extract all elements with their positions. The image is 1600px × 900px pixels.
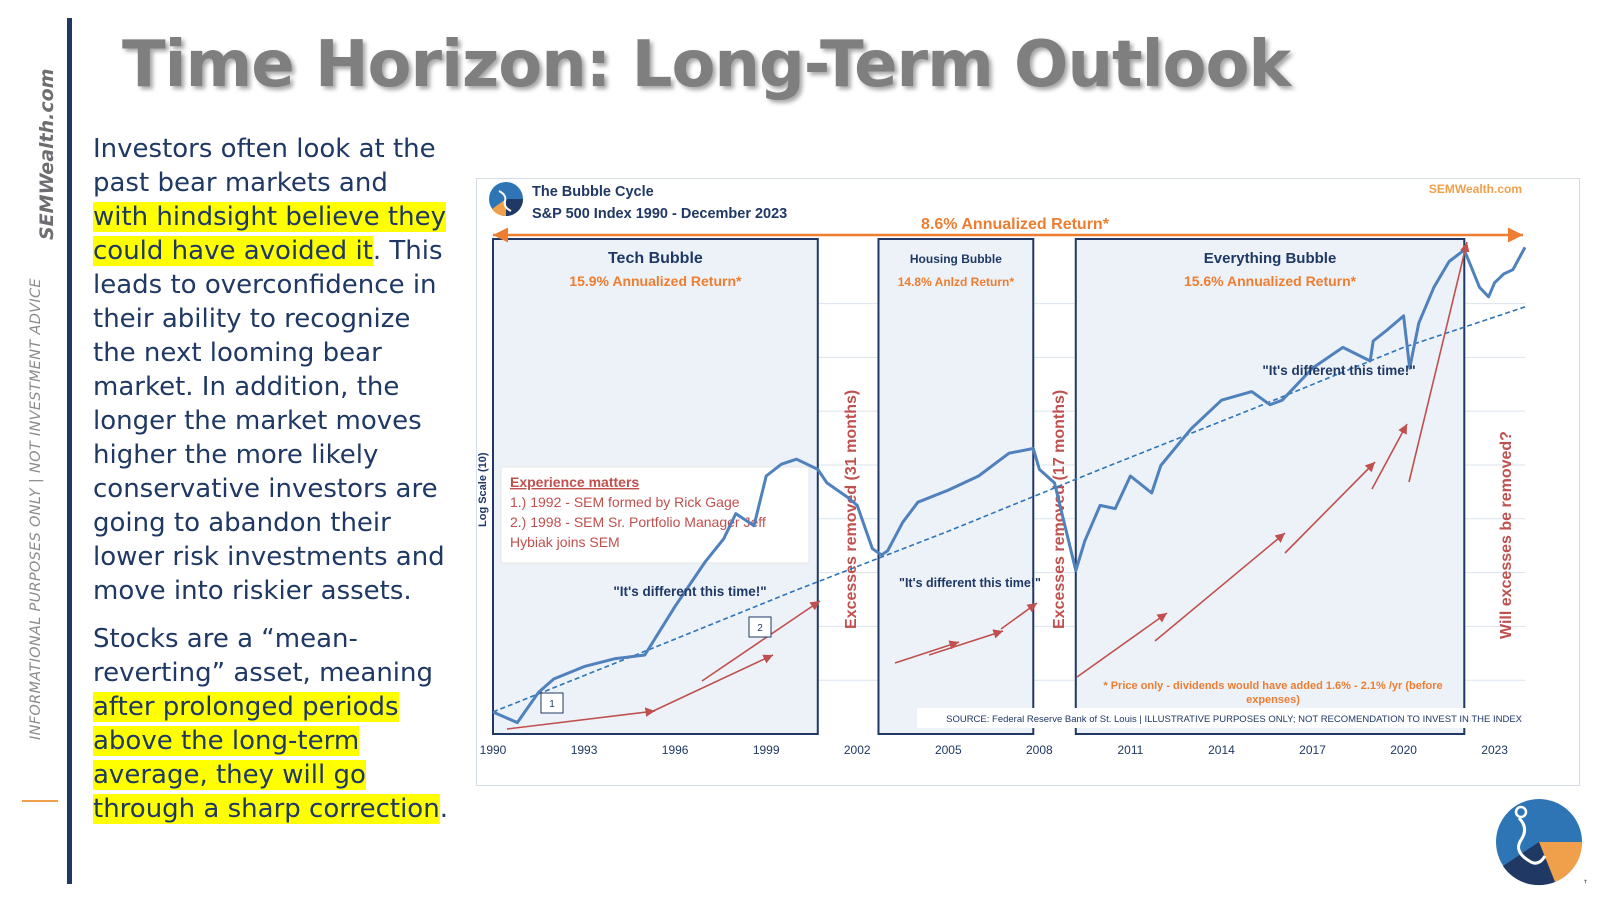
marker-2-label: 2 bbox=[757, 623, 763, 634]
chart-frame: The Bubble Cycle S&P 500 Index 1990 - De… bbox=[476, 178, 1580, 786]
period-name: Everything Bubble bbox=[1204, 250, 1337, 267]
x-tick-label: 2020 bbox=[1390, 743, 1417, 757]
chart-logo-icon bbox=[489, 182, 523, 217]
chart-watermark: SEMWealth.com bbox=[1429, 182, 1522, 196]
side-brand: SEMWealth.com bbox=[24, 40, 58, 240]
period-labels: Tech Bubble 15.9% Annualized Return* Housi… bbox=[569, 250, 1356, 289]
red-arrow bbox=[1000, 602, 1038, 630]
trend-line bbox=[492, 306, 1526, 713]
source-bg bbox=[917, 708, 1527, 728]
red-arrow bbox=[1076, 612, 1168, 678]
period-name: Tech Bubble bbox=[608, 250, 703, 267]
source-text: SOURCE: Federal Reserve Bank of St. Loui… bbox=[946, 714, 1523, 725]
red-arrow bbox=[1154, 532, 1286, 642]
x-tick-label: 1996 bbox=[662, 743, 689, 757]
red-arrow bbox=[928, 629, 1004, 656]
bubble-cycle-chart: The Bubble Cycle S&P 500 Index 1990 - De… bbox=[477, 182, 1527, 757]
y-axis-label: Log Scale (10) bbox=[477, 452, 489, 527]
brand-name: SEMWealth.com bbox=[36, 68, 58, 240]
page-title: Time Horizon: Long-Term Outlook bbox=[122, 28, 1291, 102]
red-arrow bbox=[894, 640, 960, 664]
red-arrow bbox=[701, 600, 821, 682]
experience-line-1: 1.) 1992 - SEM formed by Rick Gage bbox=[510, 494, 740, 510]
experience-line-3: Hybiak joins SEM bbox=[510, 534, 620, 550]
quote-everything: "It's different this time!" bbox=[1262, 363, 1415, 378]
x-tick-label: 2005 bbox=[935, 743, 962, 757]
excesses-label-3: Will excesses be removed? bbox=[1498, 431, 1515, 639]
x-tick-label: 2011 bbox=[1118, 743, 1144, 757]
chart-title: The Bubble Cycle bbox=[532, 184, 654, 200]
chart-subtitle: S&P 500 Index 1990 - December 2023 bbox=[532, 206, 787, 222]
dividend-note-1: * Price only - dividends would have adde… bbox=[1103, 680, 1442, 692]
experience-heading: Experience matters bbox=[510, 474, 639, 490]
overall-return-label: 8.6% Annualized Return* bbox=[921, 216, 1110, 233]
dividend-note-2: expenses) bbox=[1246, 694, 1300, 706]
x-tick-label: 2017 bbox=[1299, 743, 1326, 757]
red-arrow bbox=[1284, 461, 1376, 554]
p1-text-b: . This leads to overconfidence in their … bbox=[93, 236, 445, 606]
excesses-label-1: Excesses removed (31 months) bbox=[843, 390, 860, 629]
period-return: 15.6% Annualized Return* bbox=[1184, 273, 1357, 289]
x-axis-ticks: 1990 1993 1996 1999 2002 2005 2008 2011 2014 2017… bbox=[480, 743, 1509, 757]
marker-1-label: 1 bbox=[549, 699, 555, 710]
period-return: 14.8% Anlzd Return* bbox=[898, 275, 1015, 289]
red-arrow bbox=[1371, 423, 1408, 490]
x-tick-label: 2014 bbox=[1208, 743, 1235, 757]
trademark: ™ bbox=[1583, 878, 1587, 888]
p2-text-b: . bbox=[439, 794, 448, 824]
marker-2: 2 bbox=[748, 616, 772, 638]
p1-text-a: Investors often look at the past bear ma… bbox=[93, 134, 436, 198]
sem-logo-icon: ™ bbox=[1496, 799, 1587, 888]
x-tick-label: 1999 bbox=[753, 743, 780, 757]
x-tick-label: 2008 bbox=[1026, 743, 1053, 757]
disclaimer-text: INFORMATIONAL PURPOSES ONLY | NOT INVEST… bbox=[28, 278, 44, 740]
quote-tech: "It's different this time!" bbox=[613, 584, 766, 599]
red-arrow bbox=[648, 654, 774, 714]
quote-housing: "It's different this time!" bbox=[899, 576, 1041, 590]
side-disclaimer: INFORMATIONAL PURPOSES ONLY | NOT INVEST… bbox=[28, 270, 48, 740]
experience-box: Experience matters 1.) 1992 - SEM formed… bbox=[500, 466, 810, 564]
red-arrow bbox=[506, 707, 656, 730]
orange-divider bbox=[22, 800, 58, 802]
period-box bbox=[1074, 238, 1466, 735]
sp500-line bbox=[492, 246, 1527, 725]
red-arrow bbox=[1408, 241, 1470, 483]
red-arrows bbox=[506, 241, 1470, 730]
x-tick-label: 1990 bbox=[480, 743, 507, 757]
p2-text-a: Stocks are a “mean-reverting” asset, mea… bbox=[93, 624, 434, 688]
period-name: Housing Bubble bbox=[910, 252, 1002, 266]
period-return: 15.9% Annualized Return* bbox=[569, 273, 742, 289]
x-tick-label: 2002 bbox=[844, 743, 871, 757]
marker-1: 1 bbox=[540, 692, 564, 714]
x-tick-label: 1993 bbox=[571, 743, 598, 757]
body-text: Investors often look at the past bear ma… bbox=[93, 132, 448, 840]
paragraph-2: Stocks are a “mean-reverting” asset, mea… bbox=[93, 622, 448, 826]
experience-line-2: 2.) 1998 - SEM Sr. Portfolio Manager Jef… bbox=[510, 514, 766, 530]
x-tick-label: 2023 bbox=[1481, 743, 1508, 757]
p2-highlight: after prolonged periods above the long-t… bbox=[93, 692, 440, 824]
navy-vertical-divider bbox=[67, 18, 72, 884]
paragraph-1: Investors often look at the past bear ma… bbox=[93, 132, 448, 608]
